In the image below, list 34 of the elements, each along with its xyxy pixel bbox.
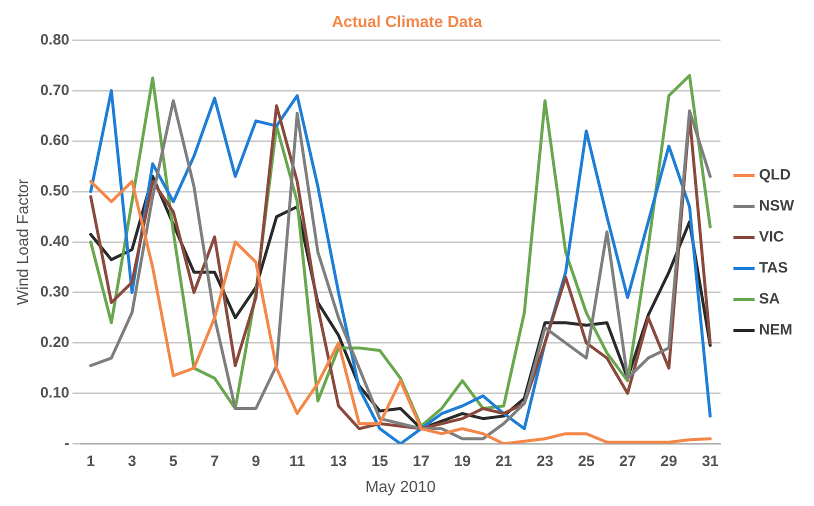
x-tick-label: 1 <box>86 452 95 470</box>
x-tick-label: 29 <box>660 452 678 470</box>
x-tick-label: 25 <box>578 452 595 470</box>
x-tick-label: 23 <box>536 452 554 470</box>
y-tick-label: 0.70 <box>40 82 70 99</box>
x-tick-label: 7 <box>210 452 219 470</box>
y-tick-label: 0.50 <box>40 182 70 200</box>
legend-label: QLD <box>759 166 791 184</box>
x-tick-label: 3 <box>128 452 136 470</box>
x-tick-label: 13 <box>330 452 347 470</box>
x-tick-label: 17 <box>412 452 430 470</box>
legend-label: TAS <box>759 260 788 277</box>
x-tick-label: 31 <box>702 452 719 470</box>
x-tick-label: 21 <box>495 452 512 470</box>
y-axis-title: Wind Load Factor <box>15 178 32 306</box>
y-tick-label: 0.60 <box>40 132 70 150</box>
legend-label: SA <box>759 290 780 308</box>
y-tick-label: 0.20 <box>40 334 70 352</box>
x-tick-label: 15 <box>371 452 388 470</box>
y-tick-label: 0.10 <box>40 384 70 402</box>
x-tick-label: 9 <box>252 452 260 470</box>
x-tick-label: 27 <box>619 452 636 470</box>
legend-label: NEM <box>759 322 792 339</box>
chart-title: Actual Climate Data <box>332 14 482 32</box>
legend-label: VIC <box>759 228 784 246</box>
legend-label: NSW <box>759 198 795 215</box>
y-tick-label: 0.80 <box>40 31 70 48</box>
x-tick-label: 11 <box>289 452 306 470</box>
x-tick-label: 19 <box>454 452 471 470</box>
x-axis-title: May 2010 <box>365 478 436 496</box>
y-tick-label: 0.40 <box>40 233 70 250</box>
y-tick-label: 0.30 <box>40 284 70 301</box>
y-tick-label: - <box>64 434 70 452</box>
x-tick-label: 5 <box>169 452 178 470</box>
